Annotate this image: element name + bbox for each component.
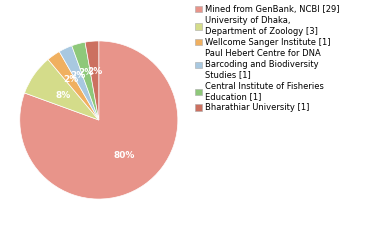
Text: 2%: 2% bbox=[63, 75, 78, 84]
Text: 2%: 2% bbox=[79, 68, 94, 77]
Text: 2%: 2% bbox=[87, 67, 102, 76]
Wedge shape bbox=[59, 46, 99, 120]
Wedge shape bbox=[85, 41, 99, 120]
Text: 80%: 80% bbox=[113, 151, 135, 160]
Wedge shape bbox=[48, 52, 99, 120]
Wedge shape bbox=[25, 60, 99, 120]
Wedge shape bbox=[72, 42, 99, 120]
Text: 2%: 2% bbox=[70, 71, 86, 80]
Wedge shape bbox=[20, 41, 178, 199]
Text: 8%: 8% bbox=[55, 90, 71, 100]
Legend: Mined from GenBank, NCBI [29], University of Dhaka,
Department of Zoology [3], W: Mined from GenBank, NCBI [29], Universit… bbox=[194, 4, 340, 113]
